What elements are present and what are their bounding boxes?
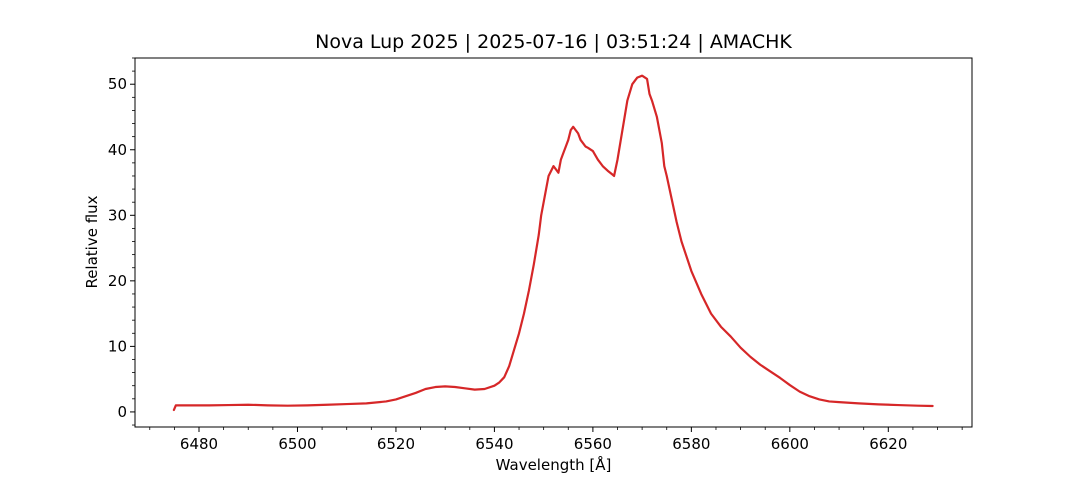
x-axis-label: Wavelength [Å] <box>496 455 612 474</box>
chart-title: Nova Lup 2025 | 2025-07-16 | 03:51:24 | … <box>315 31 792 53</box>
y-tick-label: 30 <box>108 206 127 224</box>
x-tick-label: 6560 <box>574 435 612 453</box>
y-axis-label: Relative flux <box>83 195 101 288</box>
y-axis: 0 10 20 30 40 50 <box>108 57 135 426</box>
x-tick-label: 6500 <box>278 435 316 453</box>
x-tick-label: 6620 <box>869 435 907 453</box>
flux-series-line <box>172 74 934 412</box>
plot-frame <box>134 57 973 428</box>
y-tick-label: 40 <box>108 141 127 159</box>
y-tick-label: 10 <box>108 337 127 355</box>
x-tick-label: 6600 <box>771 435 809 453</box>
x-tick-label: 6520 <box>377 435 415 453</box>
x-tick-label: 6540 <box>475 435 513 453</box>
y-tick-label: 50 <box>108 75 127 93</box>
y-tick-label: 20 <box>108 272 127 290</box>
x-axis: 6480 6500 6520 6540 6560 6580 6600 6620 <box>149 427 963 453</box>
x-tick-label: 6480 <box>180 435 218 453</box>
x-tick-label: 6580 <box>672 435 710 453</box>
y-tick-label: 0 <box>117 403 127 421</box>
